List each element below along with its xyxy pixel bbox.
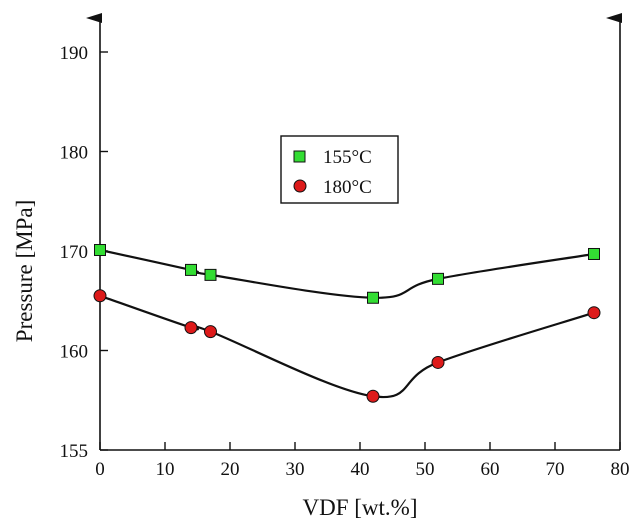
series-curves (99, 248, 595, 399)
y-tick-label: 155 (60, 441, 89, 462)
data-point-circle (184, 321, 198, 335)
data-point-circle (204, 325, 217, 339)
x-tick-label: 50 (416, 459, 435, 480)
x-ticks: 0 10 20 30 40 50 60 70 80 (95, 442, 630, 480)
series-curve-0 (99, 248, 595, 299)
legend-marker-circle (293, 179, 307, 193)
y-tick-label: 160 (60, 342, 89, 363)
y-ticks: 155 160 170 180 190 (60, 43, 108, 462)
x-tick-label: 0 (95, 459, 105, 480)
data-point-circle (587, 306, 601, 320)
series-curve-1 (99, 294, 595, 399)
x-tick-label: 10 (156, 459, 175, 480)
data-point-circle (366, 389, 380, 403)
x-tick-label: 60 (481, 459, 500, 480)
data-point-circle (93, 289, 107, 303)
x-tick-label: 40 (351, 459, 370, 480)
data-point-square (367, 291, 379, 304)
data-point-square (588, 247, 600, 260)
legend-label-155: 155°C (323, 147, 372, 168)
y-tick-label: 170 (60, 242, 89, 263)
x-tick-label: 70 (546, 459, 565, 480)
x-tick-label: 30 (286, 459, 305, 480)
data-point-square (94, 244, 106, 257)
x-tick-label: 80 (611, 459, 630, 480)
data-point-square (204, 268, 217, 281)
series-points (93, 244, 601, 403)
y-tick-label: 180 (60, 143, 89, 164)
data-point-square (432, 272, 444, 285)
legend: 155°C 180°C (280, 135, 399, 204)
legend-marker-square (293, 150, 306, 163)
data-point-circle (431, 355, 445, 369)
y-tick-label: 190 (60, 43, 89, 64)
axes (86, 13, 622, 451)
x-axis-title: VDF [wt.%] (303, 495, 418, 520)
data-point-square (185, 263, 197, 276)
legend-label-180: 180°C (323, 177, 372, 198)
y-axis-title: Pressure [MPa] (12, 200, 37, 342)
x-tick-label: 20 (221, 459, 240, 480)
